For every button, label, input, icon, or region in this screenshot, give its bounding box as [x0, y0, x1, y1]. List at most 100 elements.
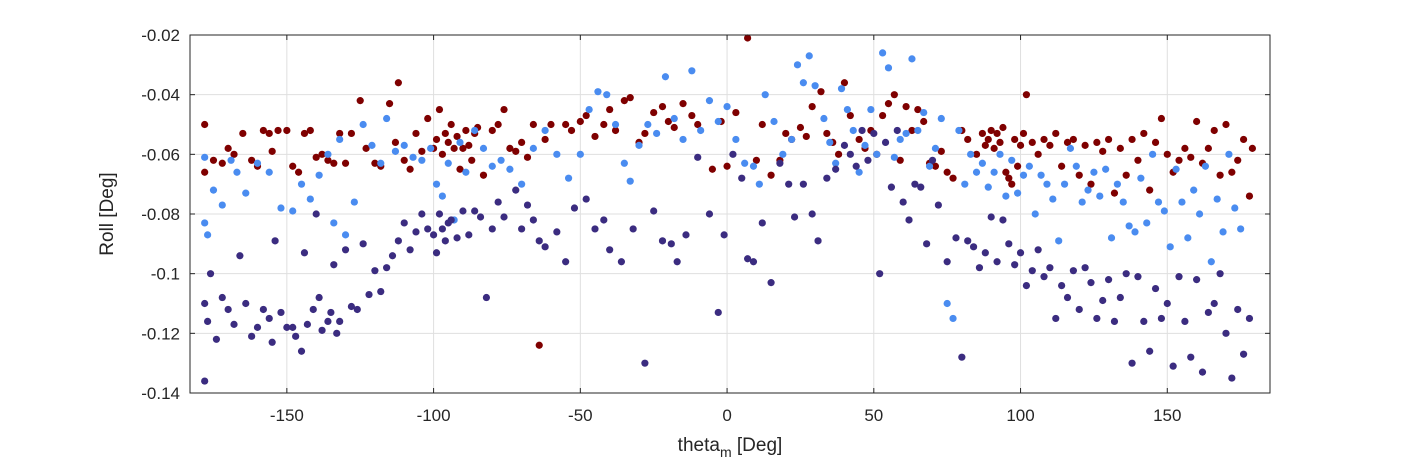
- data-point: [206, 270, 215, 278]
- data-point: [465, 141, 473, 149]
- data-point: [790, 213, 799, 221]
- y-tick-label: -0.12: [141, 324, 180, 343]
- data-point: [218, 201, 226, 209]
- x-axis-label-unit: [Deg]: [732, 435, 783, 456]
- data-point: [920, 117, 928, 126]
- data-point: [667, 240, 675, 248]
- data-point: [993, 129, 1001, 138]
- data-point: [1016, 141, 1025, 149]
- data-point: [694, 120, 702, 129]
- data-point: [518, 225, 526, 233]
- data-point: [230, 150, 238, 158]
- data-point: [1022, 282, 1031, 290]
- data-point: [879, 49, 887, 57]
- data-point: [911, 180, 919, 188]
- data-point: [629, 225, 637, 233]
- data-point: [937, 114, 945, 123]
- data-point: [271, 237, 279, 245]
- data-point: [444, 159, 452, 167]
- data-point: [776, 159, 784, 167]
- data-point: [468, 156, 476, 164]
- data-point: [1210, 126, 1218, 135]
- data-point: [1107, 234, 1116, 242]
- data-point: [840, 79, 849, 87]
- data-point: [303, 320, 311, 328]
- data-point: [1096, 192, 1104, 200]
- data-point: [1219, 228, 1227, 236]
- data-point: [943, 168, 951, 176]
- data-point: [1011, 261, 1019, 269]
- data-point: [1019, 129, 1028, 138]
- data-point: [1134, 273, 1142, 281]
- data-point: [289, 323, 297, 331]
- data-point: [1005, 174, 1013, 182]
- data-point: [385, 100, 394, 108]
- data-point: [611, 126, 620, 135]
- data-point: [923, 240, 931, 248]
- data-point: [456, 138, 464, 146]
- data-point: [488, 225, 496, 233]
- data-point: [620, 159, 628, 167]
- data-point: [782, 129, 790, 138]
- data-point: [931, 162, 940, 170]
- data-point: [881, 138, 890, 146]
- data-point: [714, 308, 722, 317]
- x-tick-label: -100: [417, 406, 451, 425]
- data-point: [978, 159, 986, 167]
- data-point: [779, 150, 787, 158]
- data-point: [459, 207, 467, 215]
- data-point: [253, 323, 262, 331]
- data-point: [391, 147, 400, 155]
- data-point: [1125, 222, 1133, 230]
- data-point: [832, 159, 840, 167]
- data-point: [283, 126, 291, 135]
- data-point: [1234, 305, 1242, 314]
- data-point: [688, 67, 696, 75]
- data-point: [1213, 195, 1221, 203]
- data-point: [767, 171, 775, 179]
- data-point: [925, 162, 934, 170]
- data-point: [914, 105, 922, 114]
- data-point: [1228, 374, 1236, 382]
- data-point: [1113, 180, 1121, 188]
- data-point: [1005, 240, 1013, 248]
- data-point: [406, 165, 414, 173]
- data-point: [388, 252, 397, 260]
- data-point: [1052, 314, 1060, 323]
- data-point: [1011, 135, 1019, 144]
- data-point: [1060, 180, 1069, 188]
- data-point: [204, 317, 212, 325]
- data-point: [1058, 162, 1066, 170]
- data-point: [218, 293, 226, 302]
- data-point: [849, 126, 857, 135]
- data-point: [582, 111, 590, 120]
- data-point: [741, 159, 749, 167]
- data-point: [1034, 246, 1042, 254]
- data-point: [664, 117, 672, 126]
- data-point: [494, 120, 502, 129]
- data-point: [606, 105, 614, 114]
- data-point: [749, 258, 758, 266]
- x-axis-label: thetam [Deg]: [678, 435, 783, 460]
- data-point: [887, 183, 896, 191]
- data-point: [611, 120, 620, 129]
- data-point: [297, 347, 306, 355]
- data-point: [292, 332, 300, 340]
- data-point: [242, 189, 250, 197]
- data-point: [984, 183, 992, 191]
- data-point: [394, 237, 402, 245]
- data-point: [1146, 347, 1154, 355]
- data-point: [591, 225, 599, 233]
- data-point: [893, 126, 901, 135]
- data-point: [500, 105, 508, 114]
- data-point: [1216, 171, 1224, 179]
- data-point: [535, 237, 543, 245]
- data-point: [453, 132, 461, 141]
- data-point: [506, 165, 514, 173]
- data-point: [576, 150, 584, 158]
- data-point: [494, 198, 502, 206]
- data-point: [476, 213, 485, 221]
- data-point: [529, 120, 537, 129]
- data-point: [341, 246, 350, 254]
- data-point: [1187, 353, 1195, 361]
